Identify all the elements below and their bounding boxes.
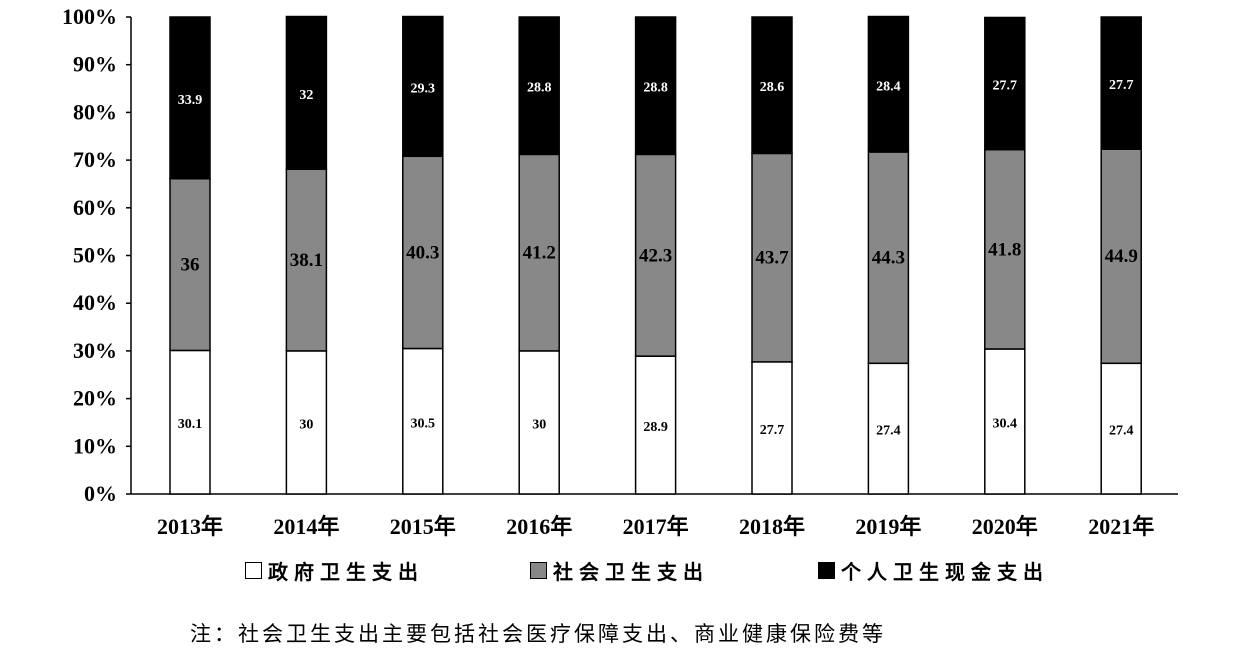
data-label: 28.9 [643, 420, 668, 435]
y-tick-label: 70% [73, 147, 117, 172]
data-label: 30.5 [411, 416, 436, 431]
bar-segment [518, 153, 560, 352]
bar-segment [169, 177, 211, 352]
data-label: 28.6 [760, 80, 785, 95]
data-label: 28.4 [876, 79, 901, 94]
data-label: 28.8 [643, 81, 668, 96]
x-tick-label: 2020年 [972, 514, 1038, 539]
data-label: 30.1 [178, 417, 203, 432]
axes: 0% 10% 20% 30% 40% 50% 60% 70% 80% 90% 100% 2013年 20… [62, 4, 1178, 539]
data-label: 30 [532, 417, 546, 432]
bar-segment [518, 350, 560, 495]
data-label: 30.4 [993, 416, 1018, 431]
bar-segment [518, 16, 560, 156]
x-tick-label: 2016年 [506, 514, 572, 539]
legend: 政府卫生支出 社会卫生支出 个人卫生现金支出 [0, 556, 1233, 588]
data-label: 27.7 [993, 79, 1018, 94]
x-tick-label: 2013年 [157, 514, 223, 539]
x-tick-label: 2019年 [855, 514, 921, 539]
x-tick-label: 2017年 [623, 514, 689, 539]
x-tick-label: 2014年 [273, 514, 339, 539]
data-label: 38.1 [290, 250, 323, 271]
y-tick-label: 10% [73, 433, 117, 458]
legend-swatch-social [530, 562, 547, 579]
legend-item-social: 社会卫生支出 [530, 556, 709, 585]
legend-item-government: 政府卫生支出 [245, 556, 424, 585]
chart-note: 注：社会卫生支出主要包括社会医疗保障支出、商业健康保险费等 [190, 622, 886, 646]
x-tick-label: 2021年 [1088, 514, 1154, 539]
bar-segment [867, 362, 910, 495]
bar-segment [867, 151, 910, 365]
data-label: 43.7 [755, 248, 789, 269]
data-label: 42.3 [639, 245, 672, 266]
x-tick-label: 2015年 [390, 514, 456, 539]
data-label: 27.7 [1109, 78, 1134, 93]
data-label: 44.3 [872, 248, 905, 269]
y-tick-label: 80% [73, 99, 117, 124]
bar-segment [751, 16, 793, 155]
data-label: 41.8 [988, 239, 1021, 260]
y-tick-label: 100% [62, 4, 117, 29]
bar-segment [984, 348, 1026, 495]
data-label: 27.4 [1109, 424, 1134, 439]
y-tick-label: 90% [73, 52, 117, 77]
bar-segment [1100, 148, 1142, 365]
bar-segment [634, 16, 677, 156]
data-label: 36 [181, 255, 200, 276]
bar-segment [867, 15, 910, 153]
stacked-bar-chart: 0% 10% 20% 30% 40% 50% 60% 70% 80% 90% 100% 2013年 20… [62, 4, 1178, 539]
bar-segment [285, 168, 328, 352]
bar-segment [1100, 362, 1142, 495]
legend-label-government: 政府卫生支出 [268, 560, 424, 584]
data-label: 28.8 [527, 81, 552, 96]
y-tick-label: 0% [84, 481, 117, 506]
data-label: 40.3 [406, 242, 439, 263]
data-label: 27.4 [876, 424, 901, 439]
data-label: 32 [299, 88, 313, 103]
y-tick-label: 50% [73, 243, 117, 268]
legend-swatch-personal [818, 562, 835, 579]
data-label: 41.2 [523, 243, 556, 264]
bar-segment [169, 16, 211, 180]
data-label: 27.7 [760, 423, 785, 438]
bar-segment [402, 15, 444, 158]
bars-group [169, 15, 1142, 495]
bar-segment [285, 15, 328, 170]
data-label: 33.9 [178, 93, 203, 108]
bar-segment [634, 355, 677, 495]
bar-segment [984, 148, 1026, 350]
bar-segment [984, 16, 1026, 151]
bar-segment [285, 350, 328, 495]
bar-segment [402, 155, 444, 350]
bar-segment [1100, 16, 1142, 150]
y-tick-label: 20% [73, 386, 117, 411]
legend-swatch-government [245, 562, 262, 579]
legend-label-social: 社会卫生支出 [553, 560, 709, 584]
value-labels-group: 30.1 36 33.9 30 38.1 32 30.5 40.3 29.3 30 41.2 28.8… [178, 78, 1138, 439]
x-tick-label: 2018年 [739, 514, 805, 539]
bar-segment [634, 153, 677, 357]
y-tick-label: 60% [73, 195, 117, 220]
data-label: 30 [299, 417, 313, 432]
legend-label-personal: 个人卫生现金支出 [841, 560, 1049, 584]
y-tick-label: 30% [73, 338, 117, 363]
data-label: 44.9 [1105, 246, 1138, 267]
y-tick-label: 40% [73, 290, 117, 315]
legend-item-personal: 个人卫生现金支出 [818, 556, 1049, 585]
data-label: 29.3 [411, 81, 436, 96]
